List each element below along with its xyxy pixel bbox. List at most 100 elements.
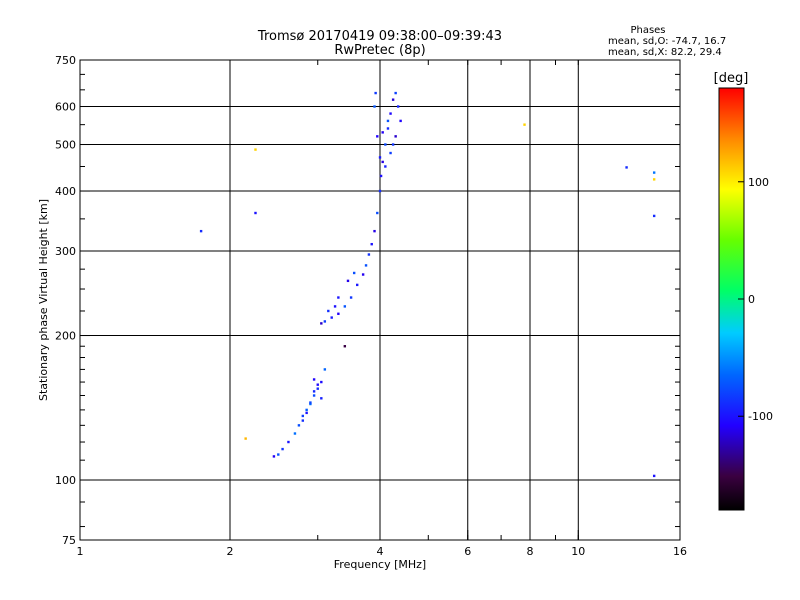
data-point [394,135,397,138]
x-tick-label: 16 [673,545,687,558]
x-tick-label: 8 [527,545,534,558]
y-tick-label: 100 [55,474,76,487]
colorbar-tick-label: -100 [748,410,773,423]
data-point [384,165,387,168]
data-point [309,401,312,404]
data-point [389,112,392,115]
data-point [389,151,392,155]
data-point [320,322,323,325]
data-point [254,148,257,151]
y-tick-label: 200 [55,330,76,343]
x-tick-label: 4 [377,545,384,558]
data-point [199,229,203,233]
data-point [625,166,628,169]
colorbar-tick-label: 0 [748,293,755,306]
data-point [378,189,382,193]
data-point [323,368,327,371]
phase-stats-header: Phases [630,25,665,36]
data-point [384,143,387,146]
data-point [320,397,323,400]
data-point [352,271,356,275]
chart-title: Tromsø 20170419 09:38:00–09:39:43 [257,29,502,44]
x-axis-label: Frequency [MHz] [334,558,426,571]
data-point [370,242,373,246]
y-tick-label: 400 [55,185,76,198]
data-point [346,279,350,283]
data-points [199,91,656,478]
data-point [381,160,384,164]
data-point [305,411,308,415]
data-point [327,309,330,313]
axis-ticks: 1 2 4 6 8 10 16 75 100 200 300 400 500 600 750 [55,54,687,558]
data-point [333,305,337,308]
phase-stats-o: mean, sd,O: -74.7, 16.7 [608,36,726,47]
grid-lines [80,60,680,540]
data-point [391,143,395,146]
data-point [361,273,365,276]
data-point [652,214,656,218]
data-point [652,178,656,181]
data-point [374,91,377,95]
plot-frame [79,59,681,541]
data-point [373,229,376,233]
data-point [301,414,305,418]
data-point [277,453,280,456]
data-point [386,119,390,123]
colorbar-tick-label: 100 [748,176,769,189]
data-point [343,305,347,308]
x-tick-label: 2 [227,545,234,558]
data-point [652,474,656,478]
phase-stats-x: mean, sd,X: 82.2, 29.4 [608,47,722,58]
data-point [367,253,371,256]
data-point [309,402,312,406]
x-tick-label: 6 [464,545,471,558]
data-point [293,432,297,435]
y-tick-label: 500 [55,139,76,152]
y-axis-label: Stationary phase Virtual Height [km] [37,199,50,401]
data-point [312,394,316,397]
data-point [364,264,368,267]
y-tick-label: 75 [62,534,76,547]
y-tick-label: 750 [55,54,76,67]
x-tick-label: 10 [571,545,585,558]
data-point [337,296,340,299]
data-point [254,211,257,215]
data-point [379,174,383,178]
data-point [396,105,400,108]
data-point [373,105,376,108]
data-point [287,440,290,444]
data-point [305,408,308,412]
chart-subtitle: RwPretec (8p) [334,43,425,58]
data-point [386,127,390,130]
x-tick-label: 1 [77,545,84,558]
data-point [343,345,347,348]
data-point [337,312,340,315]
colorbar-ticks: 100 0 -100 [738,176,773,423]
data-point [391,98,395,101]
data-point [323,320,327,323]
y-tick-label: 300 [55,245,76,258]
data-point [281,447,284,451]
data-point [312,390,316,393]
data-point [330,316,333,319]
colorbar-label: [deg] [714,71,749,86]
data-point [394,91,397,95]
data-point [297,424,301,427]
data-point [320,380,323,384]
data-point [301,419,305,422]
data-point [244,437,247,440]
data-point [316,383,319,386]
data-point [312,378,316,381]
data-point [272,455,276,458]
data-point [652,171,656,174]
y-tick-label: 600 [55,101,76,114]
data-point [349,296,353,299]
data-point [376,135,379,138]
data-point [523,123,526,126]
data-point [355,283,359,287]
data-point [316,387,319,390]
data-point [378,156,382,159]
data-point [376,211,379,215]
data-point [381,131,384,134]
